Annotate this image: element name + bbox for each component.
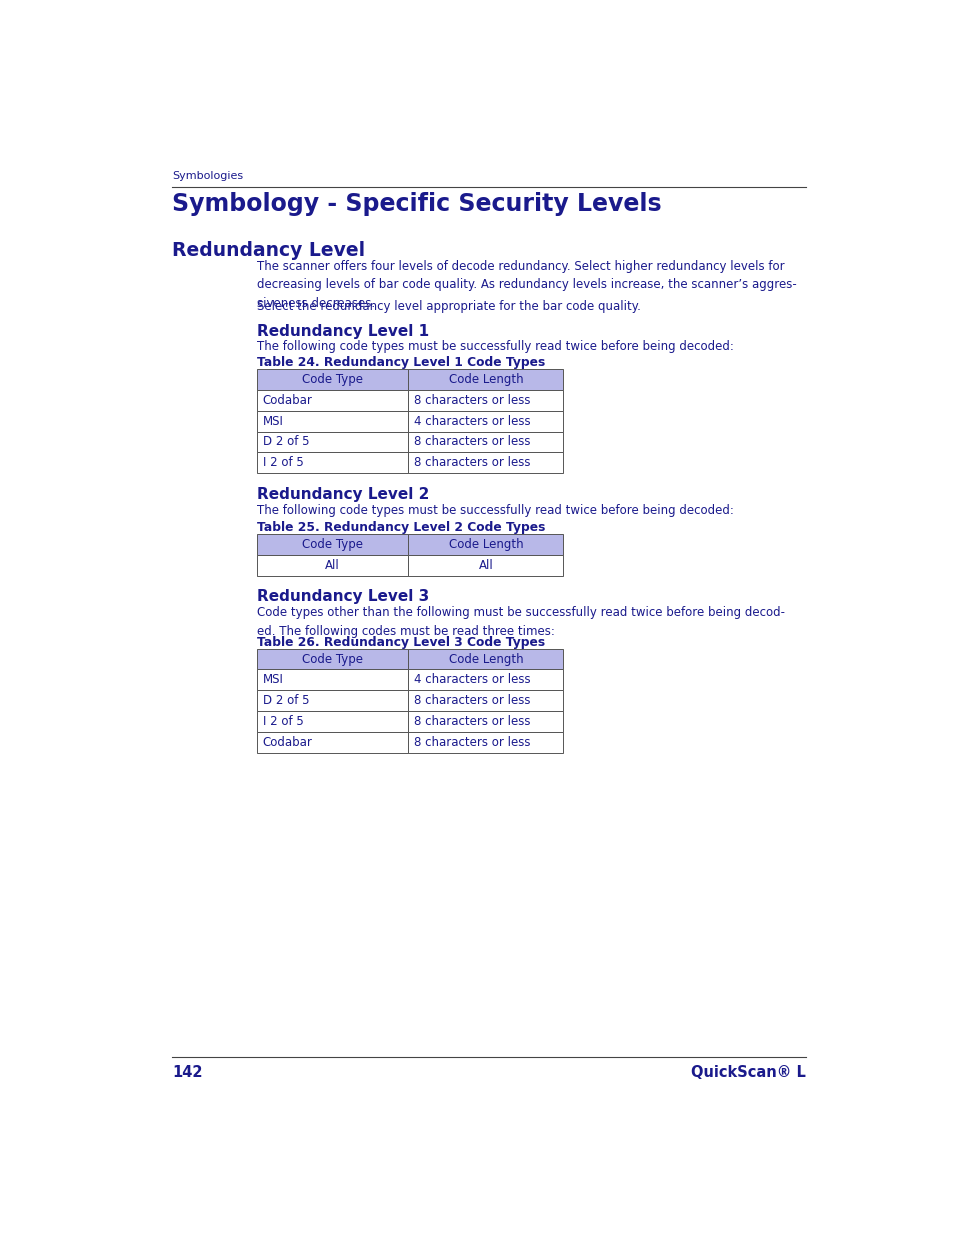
Text: Table 24. Redundancy Level 1 Code Types: Table 24. Redundancy Level 1 Code Types [257, 356, 545, 369]
Text: Codabar: Codabar [262, 394, 313, 406]
Text: All: All [478, 558, 493, 572]
Text: 8 characters or less: 8 characters or less [414, 715, 530, 727]
Bar [257, 711, 408, 732]
Text: MSI: MSI [262, 415, 283, 427]
Bar [257, 648, 408, 669]
Text: All: All [325, 558, 340, 572]
Text: The scanner offers four levels of decode redundancy. Select higher redundancy le: The scanner offers four levels of decode… [257, 259, 796, 310]
Bar [408, 555, 562, 576]
Text: I 2 of 5: I 2 of 5 [262, 715, 303, 727]
Bar [257, 690, 408, 711]
Text: Redundancy Level: Redundancy Level [172, 241, 365, 259]
Bar [408, 690, 562, 711]
Text: 142: 142 [172, 1066, 202, 1081]
Text: Code types other than the following must be successfully read twice before being: Code types other than the following must… [257, 606, 784, 637]
Bar [257, 732, 408, 752]
Text: Redundancy Level 2: Redundancy Level 2 [257, 487, 429, 501]
Bar [257, 555, 408, 576]
Bar [408, 369, 562, 390]
Text: D 2 of 5: D 2 of 5 [262, 436, 309, 448]
Text: 8 characters or less: 8 characters or less [414, 436, 530, 448]
Bar [257, 534, 408, 555]
Text: Code Type: Code Type [302, 373, 363, 387]
Text: 8 characters or less: 8 characters or less [414, 456, 530, 469]
Text: Select the redundancy level appropriate for the bar code quality.: Select the redundancy level appropriate … [257, 300, 640, 312]
Bar [408, 669, 562, 690]
Text: Code Type: Code Type [302, 652, 363, 666]
Bar [257, 669, 408, 690]
Bar [408, 452, 562, 473]
Text: 4 characters or less: 4 characters or less [414, 415, 530, 427]
Text: 4 characters or less: 4 characters or less [414, 673, 530, 687]
Text: 8 characters or less: 8 characters or less [414, 694, 530, 708]
Text: Code Type: Code Type [302, 538, 363, 551]
Text: Code Length: Code Length [448, 652, 522, 666]
Text: MSI: MSI [262, 673, 283, 687]
Text: Redundancy Level 1: Redundancy Level 1 [257, 324, 429, 338]
Text: Table 26. Redundancy Level 3 Code Types: Table 26. Redundancy Level 3 Code Types [257, 636, 545, 648]
Text: Redundancy Level 3: Redundancy Level 3 [257, 589, 429, 604]
Bar [408, 390, 562, 411]
Text: Code Length: Code Length [448, 538, 522, 551]
Bar [257, 390, 408, 411]
Text: Code Length: Code Length [448, 373, 522, 387]
Bar [408, 648, 562, 669]
Text: 8 characters or less: 8 characters or less [414, 736, 530, 748]
Bar [257, 411, 408, 431]
Bar [257, 369, 408, 390]
Bar [408, 534, 562, 555]
Text: The following code types must be successfully read twice before being decoded:: The following code types must be success… [257, 340, 733, 353]
Text: D 2 of 5: D 2 of 5 [262, 694, 309, 708]
Text: Symbologies: Symbologies [172, 172, 243, 182]
Bar [257, 452, 408, 473]
Bar [257, 431, 408, 452]
Text: 8 characters or less: 8 characters or less [414, 394, 530, 406]
Bar [408, 732, 562, 752]
Text: I 2 of 5: I 2 of 5 [262, 456, 303, 469]
Text: Symbology - Specific Security Levels: Symbology - Specific Security Levels [172, 193, 660, 216]
Text: QuickScan® L: QuickScan® L [690, 1066, 805, 1081]
Text: Table 25. Redundancy Level 2 Code Types: Table 25. Redundancy Level 2 Code Types [257, 521, 545, 534]
Bar [408, 431, 562, 452]
Bar [408, 411, 562, 431]
Bar [408, 711, 562, 732]
Text: Codabar: Codabar [262, 736, 313, 748]
Text: The following code types must be successfully read twice before being decoded:: The following code types must be success… [257, 504, 733, 517]
